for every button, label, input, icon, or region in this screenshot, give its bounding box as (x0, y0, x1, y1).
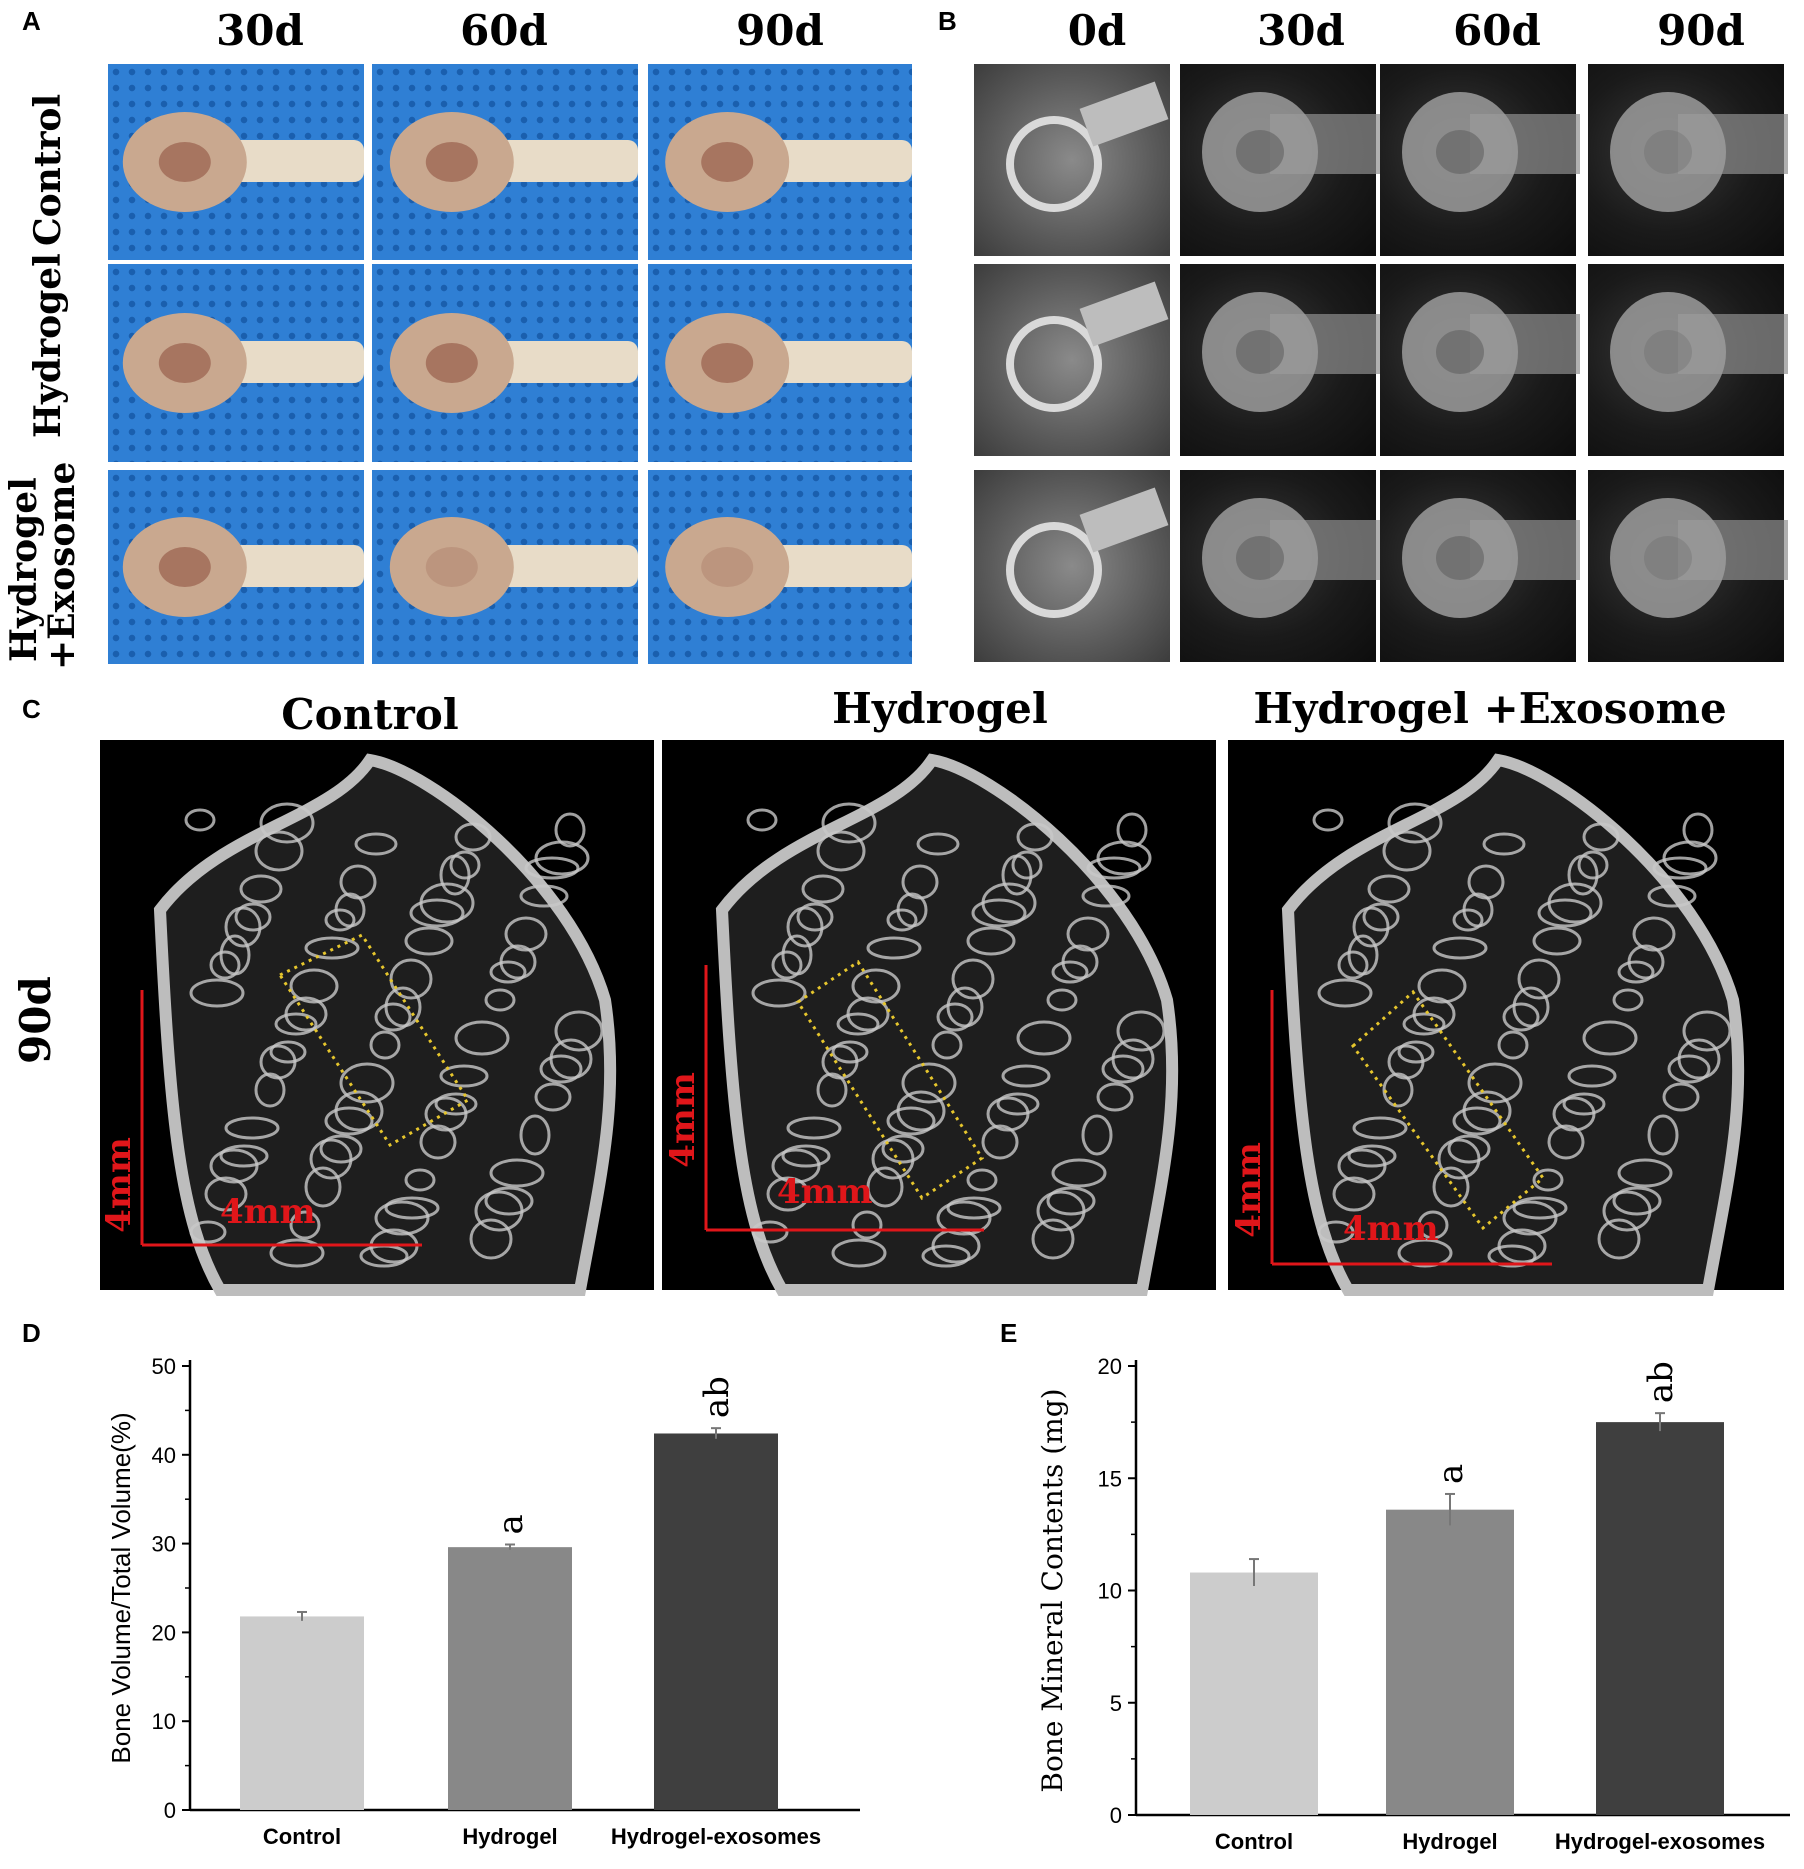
y-tick-label: 5 (1110, 1691, 1122, 1716)
panel-label-e: E (1000, 1318, 1018, 1348)
y-tick-label: 15 (1098, 1466, 1122, 1491)
microct-hydrogel-exosome: 4mm 4mm (1228, 740, 1784, 1296)
xray-hydrogel-60d (1380, 264, 1580, 456)
panel-label-c: C (22, 694, 41, 724)
xray-hydrogel-exosome-90d (1588, 470, 1788, 662)
xray-hydrogel-30d (1180, 264, 1380, 456)
bone-photo-control-30d (108, 64, 364, 260)
bar-hydrogel (1386, 1509, 1514, 1815)
scale-label-horizontal: 4mm (777, 1172, 873, 1212)
bone-photo-control-90d (648, 64, 912, 260)
category-label: Hydrogel (1402, 1829, 1497, 1854)
panel-b-col-title-0d: 0d (1067, 6, 1127, 55)
panel-a-col-title-90d: 90d (736, 6, 824, 55)
xray-hydrogel-90d (1588, 264, 1788, 456)
bone-photo-hydrogel-exosome-60d (372, 470, 638, 664)
roi-box (795, 959, 985, 1201)
bar-control (1190, 1572, 1318, 1815)
y-tick-label: 20 (1098, 1354, 1122, 1379)
y-axis-label: Bone Volume/Total Volume(%) (106, 1412, 136, 1763)
xray-hydrogel-exosome-30d (1180, 470, 1380, 662)
panel-c-col-title-hydrogel-exosome: Hydrogel +Exosome (1253, 684, 1727, 733)
y-axis-label: Bone Mineral Contents (mg) (1036, 1388, 1069, 1792)
xray-control-60d (1380, 64, 1580, 256)
panel-a-col-title-60d: 60d (460, 6, 548, 55)
y-tick-label: 50 (152, 1354, 176, 1379)
bone-photo-hydrogel-60d (372, 264, 638, 462)
y-tick-label: 40 (152, 1443, 176, 1468)
panel-a-row-title-hydrogel-exosome-line2: +Exosome (41, 461, 83, 670)
category-label: Control (1215, 1829, 1293, 1854)
xray-control-30d (1180, 64, 1380, 256)
scale-label-horizontal: 4mm (220, 1192, 316, 1232)
scale-label-horizontal: 4mm (1343, 1209, 1439, 1249)
bar-control (240, 1616, 364, 1810)
panel-e-bar-chart: 0 5 10 15 20 Bone Mineral Contents (mg) Contro… (1036, 1354, 1790, 1854)
panel-d-bar-chart: 0 10 20 30 40 50 Bone Volume/Total Volume(%) Co… (106, 1354, 860, 1849)
panel-c-row-title-90d: 90d (11, 976, 60, 1064)
panel-c-col-title-control: Control (281, 690, 459, 739)
category-label: Control (263, 1824, 341, 1849)
y-tick-label: 10 (152, 1709, 176, 1734)
significance-annotation: ab (697, 1376, 737, 1418)
scale-label-vertical: 4mm (1229, 1142, 1269, 1238)
panel-a-row-title-control: Control (27, 93, 69, 247)
microct-control: 4mm 4mm (99, 740, 654, 1296)
category-label: Hydrogel-exosomes (611, 1824, 821, 1849)
y-tick-label: 0 (164, 1798, 176, 1823)
microct-hydrogel: 4mm 4mm (662, 740, 1216, 1296)
scale-label-vertical: 4mm (663, 1072, 703, 1168)
bone-photo-hydrogel-exosome-90d (648, 470, 912, 664)
xray-hydrogel-exosome-60d (1380, 470, 1580, 662)
panel-a-row-title-hydrogel: Hydrogel (27, 253, 69, 438)
panel-b-col-title-30d: 30d (1257, 6, 1345, 55)
xray-control-0d (974, 64, 1170, 256)
significance-annotation: ab (1641, 1361, 1681, 1403)
significance-annotation: a (491, 1514, 531, 1534)
panel-b-col-title-90d: 90d (1657, 6, 1745, 55)
panel-label-a: A (22, 6, 41, 36)
y-tick-label: 10 (1098, 1579, 1122, 1604)
panel-label-b: B (938, 6, 957, 36)
bar-hydrogel-exosomes (654, 1433, 778, 1810)
xray-hydrogel-exosome-0d (974, 470, 1170, 662)
category-label: Hydrogel (462, 1824, 557, 1849)
scale-label-vertical: 4mm (99, 1137, 139, 1233)
category-label: Hydrogel-exosomes (1555, 1829, 1765, 1854)
panel-b-col-title-60d: 60d (1453, 6, 1541, 55)
panel-label-d: D (22, 1318, 41, 1348)
bar-hydrogel (448, 1547, 572, 1810)
panel-a-col-title-30d: 30d (216, 6, 304, 55)
xray-hydrogel-0d (974, 264, 1170, 456)
bone-photo-hydrogel-30d (108, 264, 364, 462)
y-tick-label: 20 (152, 1620, 176, 1645)
xray-control-90d (1588, 64, 1788, 256)
significance-annotation: a (1431, 1464, 1471, 1484)
bone-photo-hydrogel-exosome-30d (108, 470, 364, 664)
y-tick-label: 0 (1110, 1803, 1122, 1828)
panel-c-col-title-hydrogel: Hydrogel (832, 684, 1048, 733)
bone-photo-hydrogel-90d (648, 264, 912, 462)
bone-photo-control-60d (372, 64, 638, 260)
y-tick-label: 30 (152, 1532, 176, 1557)
bar-hydrogel-exosomes (1596, 1422, 1724, 1815)
